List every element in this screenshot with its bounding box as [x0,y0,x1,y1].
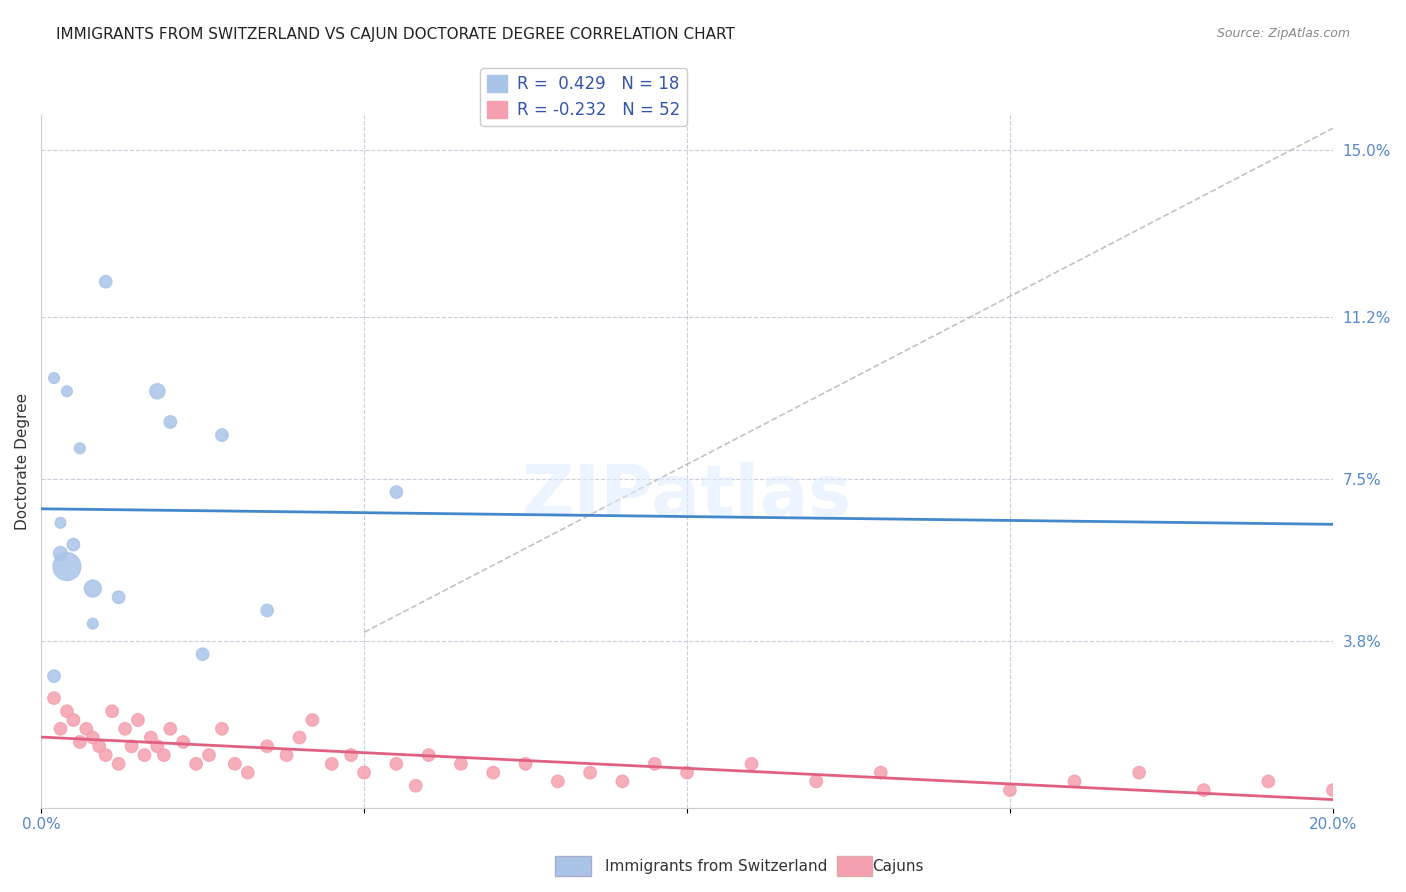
Point [236,765,259,780]
Point [450,756,472,771]
Point [62,713,84,727]
Point [256,603,278,617]
Point [676,765,699,780]
Point [94,748,117,763]
Point [146,384,169,399]
Point [385,756,408,771]
Point [340,748,363,763]
Point [139,731,162,745]
Point [107,756,129,771]
Point [56,704,79,718]
Point [1192,783,1215,797]
Point [515,756,537,771]
Point [211,722,233,736]
Point [94,275,117,289]
Point [146,739,169,754]
Point [49,722,72,736]
Point [612,774,634,789]
Point [62,538,84,552]
Point [256,739,278,754]
Point [353,765,375,780]
Point [211,428,233,442]
Point [1063,774,1085,789]
Point [56,384,79,399]
Point [49,546,72,560]
Point [405,779,427,793]
Point [321,756,343,771]
Point [121,739,143,754]
Text: Cajuns: Cajuns [872,859,924,874]
Point [1322,783,1344,797]
Text: IMMIGRANTS FROM SWITZERLAND VS CAJUN DOCTORATE DEGREE CORRELATION CHART: IMMIGRANTS FROM SWITZERLAND VS CAJUN DOC… [56,27,735,42]
Point [107,591,129,605]
Point [644,756,666,771]
Point [1257,774,1279,789]
Point [482,765,505,780]
Point [198,748,221,763]
Legend: R =  0.429   N = 18, R = -0.232   N = 52: R = 0.429 N = 18, R = -0.232 N = 52 [481,68,688,126]
Y-axis label: Doctorate Degree: Doctorate Degree [15,392,30,530]
Point [82,731,104,745]
Text: ZIPatlas: ZIPatlas [522,461,852,531]
Point [1128,765,1150,780]
Point [114,722,136,736]
Point [547,774,569,789]
Point [153,748,176,763]
Point [159,415,181,429]
Point [101,704,124,718]
Point [184,756,207,771]
Point [418,748,440,763]
Point [82,582,104,596]
Point [998,783,1021,797]
Point [134,748,156,763]
Point [49,516,72,530]
Point [276,748,298,763]
Point [869,765,891,780]
Point [806,774,828,789]
Point [741,756,763,771]
Point [224,756,246,771]
Point [172,735,194,749]
Point [69,735,91,749]
Point [385,485,408,500]
Point [89,739,111,754]
Point [127,713,149,727]
Point [159,722,181,736]
Point [82,616,104,631]
Text: Source: ZipAtlas.com: Source: ZipAtlas.com [1216,27,1350,40]
Point [42,691,65,706]
Point [69,442,91,456]
Point [75,722,97,736]
Point [42,669,65,683]
Point [301,713,323,727]
Point [288,731,311,745]
Point [579,765,602,780]
Point [56,559,79,574]
Text: Immigrants from Switzerland: Immigrants from Switzerland [605,859,827,874]
Point [191,647,214,661]
Point [42,371,65,385]
